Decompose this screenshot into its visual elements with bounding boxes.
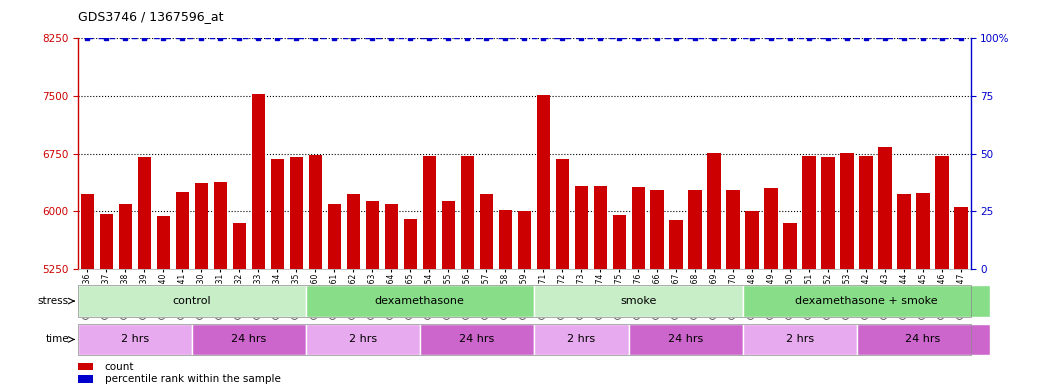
Text: dexamethasone: dexamethasone — [375, 296, 465, 306]
Bar — [118, 204, 132, 269]
Bar — [78, 375, 93, 383]
Bar — [175, 192, 189, 269]
Bar — [594, 186, 607, 269]
Bar — [534, 285, 742, 317]
Bar — [78, 324, 192, 355]
Bar — [745, 211, 759, 269]
Bar — [841, 153, 853, 269]
Bar — [78, 285, 306, 317]
Bar — [365, 201, 379, 269]
Text: 24 hrs: 24 hrs — [905, 334, 940, 344]
Bar — [480, 194, 493, 269]
Bar — [935, 156, 949, 269]
Bar — [670, 220, 683, 269]
Bar — [81, 194, 94, 269]
Text: stress: stress — [37, 296, 69, 306]
Text: 24 hrs: 24 hrs — [459, 334, 494, 344]
Bar — [233, 223, 246, 269]
Bar — [306, 285, 534, 317]
Bar — [138, 157, 151, 269]
Bar — [306, 324, 419, 355]
Text: 24 hrs: 24 hrs — [668, 334, 704, 344]
Bar — [192, 324, 306, 355]
Text: smoke: smoke — [620, 296, 656, 306]
Bar — [271, 159, 284, 269]
Text: count: count — [105, 361, 134, 372]
Bar — [764, 188, 777, 269]
Text: 2 hrs: 2 hrs — [786, 334, 814, 344]
Bar — [629, 324, 742, 355]
Bar — [708, 153, 720, 269]
Bar — [878, 147, 892, 269]
Bar — [404, 219, 417, 269]
Bar — [347, 194, 360, 269]
Bar — [802, 156, 816, 269]
Bar — [214, 182, 227, 269]
Bar — [419, 324, 534, 355]
Bar — [821, 157, 835, 269]
Bar — [461, 156, 474, 269]
Text: GDS3746 / 1367596_at: GDS3746 / 1367596_at — [78, 10, 223, 23]
Bar — [574, 186, 588, 269]
Bar — [742, 324, 856, 355]
Bar — [651, 190, 663, 269]
Bar — [784, 223, 797, 269]
Bar — [856, 324, 989, 355]
Bar — [251, 94, 265, 269]
Bar — [422, 156, 436, 269]
Bar — [498, 210, 512, 269]
Bar — [534, 324, 629, 355]
Bar — [612, 215, 626, 269]
Text: dexamethasone + smoke: dexamethasone + smoke — [795, 296, 937, 306]
Bar — [727, 190, 740, 269]
Bar — [441, 201, 455, 269]
Bar — [518, 211, 530, 269]
Bar — [742, 285, 989, 317]
Bar — [78, 363, 93, 370]
Text: time: time — [46, 334, 69, 344]
Text: control: control — [172, 296, 211, 306]
Bar — [859, 156, 873, 269]
Text: 24 hrs: 24 hrs — [231, 334, 267, 344]
Bar — [100, 214, 113, 269]
Bar — [308, 155, 322, 269]
Bar — [290, 157, 303, 269]
Text: 2 hrs: 2 hrs — [567, 334, 595, 344]
Text: percentile rank within the sample: percentile rank within the sample — [105, 374, 280, 384]
Bar — [385, 204, 398, 269]
Bar — [555, 159, 569, 269]
Bar — [631, 187, 645, 269]
Bar — [917, 193, 930, 269]
Bar — [157, 216, 170, 269]
Bar — [328, 204, 340, 269]
Bar — [898, 194, 910, 269]
Bar — [537, 95, 550, 269]
Bar — [954, 207, 967, 269]
Text: 2 hrs: 2 hrs — [349, 334, 377, 344]
Text: 2 hrs: 2 hrs — [120, 334, 148, 344]
Bar — [195, 183, 208, 269]
Bar — [688, 190, 702, 269]
